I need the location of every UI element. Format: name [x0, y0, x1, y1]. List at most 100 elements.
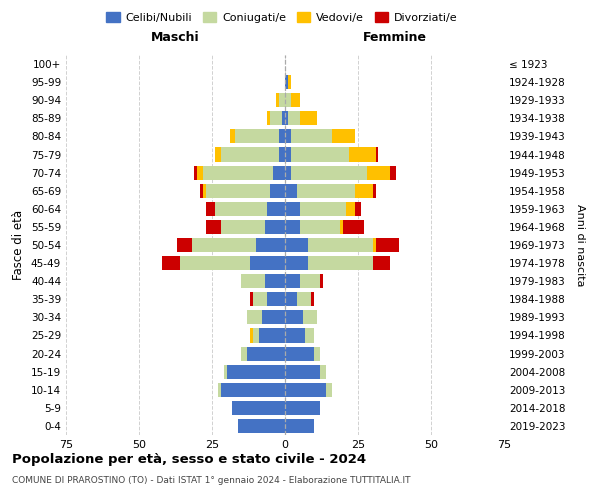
Bar	[276, 93, 279, 108]
Bar	[285, 274, 299, 288]
Bar	[288, 112, 299, 126]
Bar	[373, 184, 376, 198]
Bar	[268, 202, 285, 216]
Text: Femmine: Femmine	[362, 31, 427, 44]
Bar	[180, 256, 250, 270]
Bar	[285, 93, 291, 108]
Bar	[285, 328, 305, 342]
Bar	[265, 220, 285, 234]
Bar	[224, 364, 227, 378]
Bar	[232, 401, 285, 415]
Bar	[285, 382, 326, 397]
Bar	[343, 220, 364, 234]
Bar	[367, 166, 390, 179]
Bar	[241, 274, 265, 288]
Bar	[221, 148, 279, 162]
Bar	[271, 112, 282, 126]
Bar	[308, 238, 373, 252]
Bar	[311, 292, 314, 306]
Bar	[299, 274, 320, 288]
Bar	[320, 364, 326, 378]
Bar	[197, 166, 203, 179]
Bar	[265, 274, 285, 288]
Bar	[247, 310, 262, 324]
Bar	[271, 184, 285, 198]
Bar	[215, 148, 221, 162]
Bar	[253, 292, 268, 306]
Bar	[262, 310, 285, 324]
Bar	[227, 364, 285, 378]
Bar	[326, 382, 332, 397]
Bar	[274, 166, 285, 179]
Bar	[238, 419, 285, 433]
Bar	[221, 382, 285, 397]
Bar	[279, 130, 285, 143]
Bar	[247, 346, 285, 360]
Bar	[191, 238, 256, 252]
Bar	[256, 238, 285, 252]
Bar	[299, 112, 317, 126]
Bar	[285, 256, 308, 270]
Bar	[285, 166, 291, 179]
Bar	[296, 184, 355, 198]
Bar	[302, 310, 317, 324]
Bar	[279, 93, 285, 108]
Bar	[376, 148, 379, 162]
Bar	[285, 419, 314, 433]
Bar	[299, 202, 346, 216]
Bar	[373, 238, 376, 252]
Bar	[308, 256, 373, 270]
Bar	[206, 184, 271, 198]
Bar	[285, 220, 299, 234]
Bar	[285, 75, 288, 89]
Bar	[291, 166, 367, 179]
Bar	[291, 93, 299, 108]
Bar	[285, 112, 288, 126]
Bar	[250, 292, 253, 306]
Bar	[221, 220, 265, 234]
Bar	[285, 202, 299, 216]
Bar	[177, 238, 191, 252]
Bar	[296, 292, 311, 306]
Bar	[279, 148, 285, 162]
Bar	[285, 346, 314, 360]
Bar	[314, 346, 320, 360]
Bar	[320, 274, 323, 288]
Text: COMUNE DI PRAROSTINO (TO) - Dati ISTAT 1° gennaio 2024 - Elaborazione TUTTITALIA: COMUNE DI PRAROSTINO (TO) - Dati ISTAT 1…	[12, 476, 410, 485]
Bar	[203, 184, 206, 198]
Bar	[390, 166, 396, 179]
Bar	[259, 328, 285, 342]
Bar	[268, 292, 285, 306]
Bar	[285, 292, 296, 306]
Bar	[376, 238, 399, 252]
Bar	[340, 220, 343, 234]
Bar	[349, 148, 376, 162]
Bar	[285, 238, 308, 252]
Bar	[285, 310, 302, 324]
Bar	[285, 401, 320, 415]
Y-axis label: Fasce di età: Fasce di età	[13, 210, 25, 280]
Bar	[285, 364, 320, 378]
Bar	[200, 184, 203, 198]
Bar	[206, 202, 215, 216]
Bar	[163, 256, 180, 270]
Bar	[241, 346, 247, 360]
Bar	[230, 130, 235, 143]
Bar	[355, 202, 361, 216]
Bar	[218, 382, 221, 397]
Bar	[215, 202, 268, 216]
Bar	[285, 130, 291, 143]
Bar	[373, 256, 390, 270]
Legend: Celibi/Nubili, Coniugati/e, Vedovi/e, Divorziati/e: Celibi/Nubili, Coniugati/e, Vedovi/e, Di…	[102, 8, 462, 28]
Y-axis label: Anni di nascita: Anni di nascita	[575, 204, 585, 286]
Bar	[346, 202, 355, 216]
Bar	[285, 148, 291, 162]
Bar	[268, 112, 271, 126]
Bar	[253, 328, 259, 342]
Bar	[250, 328, 253, 342]
Bar	[291, 148, 349, 162]
Bar	[285, 184, 296, 198]
Text: Popolazione per età, sesso e stato civile - 2024: Popolazione per età, sesso e stato civil…	[12, 452, 366, 466]
Bar	[282, 112, 285, 126]
Bar	[332, 130, 355, 143]
